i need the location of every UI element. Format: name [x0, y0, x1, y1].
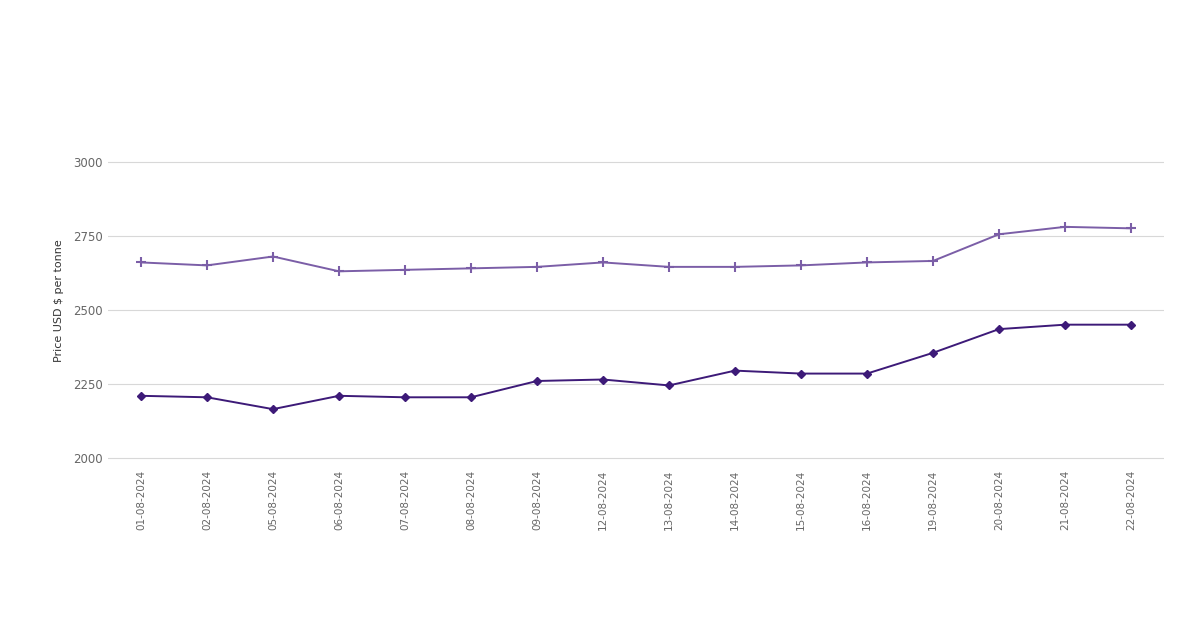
LME [1058, 321, 1073, 329]
SHFE [530, 263, 545, 271]
SHFE [1124, 224, 1139, 232]
SHFE [134, 259, 149, 266]
SHFE [926, 257, 941, 265]
SHFE [991, 231, 1006, 238]
LME [926, 349, 941, 357]
LME [596, 376, 611, 383]
SHFE [266, 253, 281, 260]
LME [530, 377, 545, 385]
SHFE [199, 261, 215, 269]
Y-axis label: Price USD $ per tonne: Price USD $ per tonne [54, 240, 65, 362]
SHFE [794, 261, 809, 269]
LME [859, 370, 874, 377]
LME [398, 394, 413, 401]
LME [662, 382, 677, 389]
SHFE [662, 263, 677, 271]
SHFE [463, 265, 478, 272]
LME [134, 392, 149, 399]
LME [794, 370, 809, 377]
LME [727, 367, 742, 374]
SHFE [398, 266, 413, 273]
LME [199, 394, 215, 401]
SHFE [1058, 223, 1073, 231]
SHFE [727, 263, 742, 271]
Line: SHFE: SHFE [136, 222, 1136, 276]
SHFE [859, 259, 874, 266]
LME [463, 394, 478, 401]
LME [331, 392, 347, 399]
LME [266, 406, 281, 413]
LME [1124, 321, 1139, 329]
Line: LME: LME [138, 322, 1134, 413]
LME [991, 325, 1006, 333]
SHFE [596, 259, 611, 266]
SHFE [331, 268, 347, 275]
